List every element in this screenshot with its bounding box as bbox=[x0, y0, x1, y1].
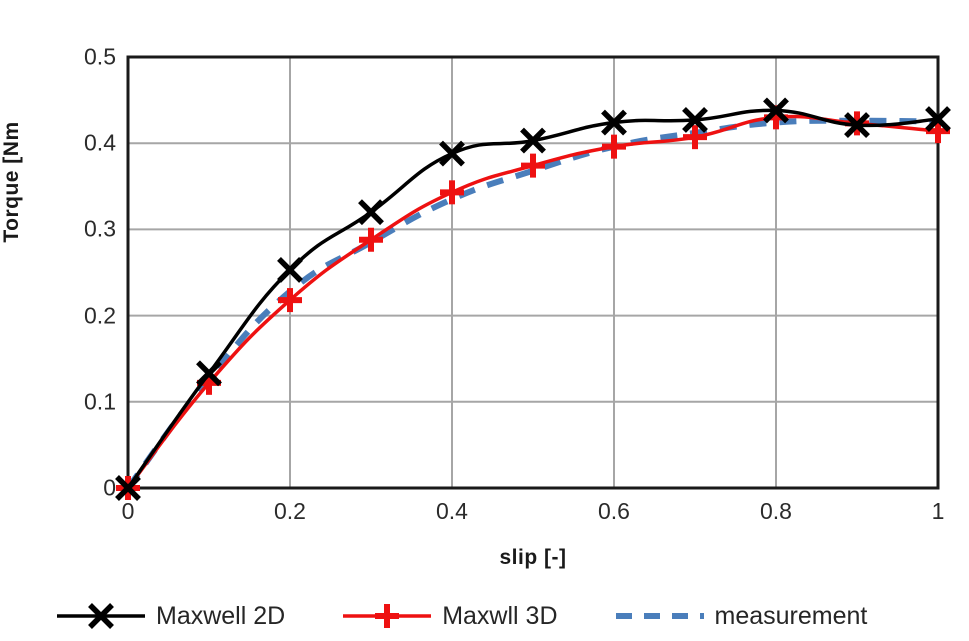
y-axis-tick-label: 0.5 bbox=[84, 43, 116, 70]
legend-item-measurement[interactable]: measurement bbox=[614, 601, 868, 630]
y-axis-tick-label: 0 bbox=[103, 474, 116, 501]
series-maxwll-3d bbox=[116, 105, 950, 500]
plot-frame bbox=[126, 55, 940, 490]
y-axis-tick-label: 0.2 bbox=[84, 302, 116, 329]
series-layer bbox=[115, 97, 951, 501]
x-axis-tick-label: 0 bbox=[121, 498, 135, 524]
legend-label: measurement bbox=[714, 601, 868, 630]
legend-label: Maxwll 3D bbox=[442, 601, 558, 630]
x-axis-tick-label: 0.6 bbox=[598, 498, 630, 524]
legend-item-maxwll-3d[interactable]: Maxwll 3D bbox=[341, 601, 558, 630]
legend-swatch-plus-marker bbox=[343, 604, 432, 628]
legend-label: Maxwell 2D bbox=[156, 601, 286, 630]
series-measurement bbox=[125, 117, 939, 490]
x-axis-tick-label: 0.2 bbox=[274, 498, 306, 524]
x-axis-tick-label: 0.8 bbox=[760, 498, 792, 524]
y-axis-tick-label: 0.4 bbox=[84, 129, 116, 156]
y-axis-tick-labels: 0 0.1 0.2 0.3 0.4 0.5 bbox=[46, 0, 116, 641]
legend-swatch-none bbox=[615, 613, 704, 619]
chart-legend: Maxwell 2D Maxwll 3D measurement bbox=[55, 596, 935, 636]
x-axis-tick-label: 0.4 bbox=[436, 498, 468, 524]
legend-swatch-x-marker bbox=[57, 603, 145, 629]
legend-item-maxwell-2d[interactable]: Maxwell 2D bbox=[55, 603, 285, 629]
y-axis-tick-label: 0.1 bbox=[84, 388, 116, 415]
x-axis-tick-label: 1 bbox=[931, 498, 945, 524]
x-axis-title: slip [-] bbox=[499, 546, 567, 569]
series-maxwell-2d bbox=[115, 97, 951, 501]
y-axis-tick-label: 0.3 bbox=[84, 215, 116, 242]
